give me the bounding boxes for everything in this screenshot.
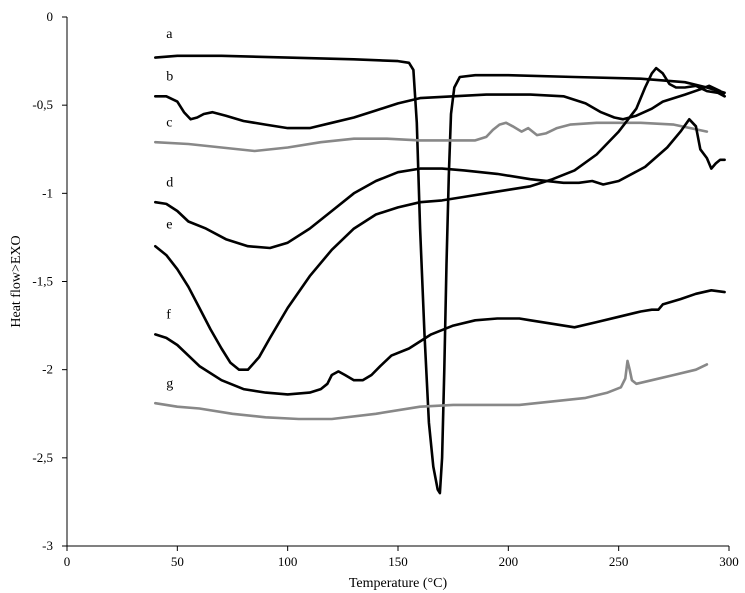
series-label-d: d	[166, 175, 173, 190]
x-tick-label: 200	[499, 554, 519, 569]
y-tick-labels: 0 -0,5 -1 -1,5 -2 -2,5 -3	[32, 9, 67, 553]
x-tick-label: 100	[278, 554, 298, 569]
series-line-f	[154, 288, 726, 396]
series-label-b: b	[166, 69, 173, 84]
series-labels: a b c d e f g	[166, 27, 173, 391]
y-tick-label: -3	[42, 538, 53, 553]
y-tick-label: -2	[42, 362, 53, 377]
x-tick-label: 300	[719, 554, 739, 569]
series-label-f: f	[166, 308, 171, 323]
x-tick-label: 150	[388, 554, 408, 569]
y-tick-label: 0	[47, 9, 54, 24]
series-label-a: a	[166, 27, 173, 42]
series-label-g: g	[166, 376, 173, 391]
y-axis-title: Heat flow>EXO	[9, 235, 24, 327]
x-tick-label: 0	[64, 554, 71, 569]
y-tick-label: -2,5	[32, 450, 53, 465]
y-tick-label: -1	[42, 185, 53, 200]
series-line-c	[154, 121, 709, 153]
y-tick-label: -1,5	[32, 274, 53, 289]
series-line-g	[154, 359, 709, 421]
series-lines	[154, 54, 726, 495]
series-line-d	[154, 118, 726, 250]
y-tick-label: -0,5	[32, 97, 53, 112]
x-axis-title: Temperature (°C)	[349, 576, 448, 591]
series-line-e	[154, 66, 726, 372]
series-label-e: e	[166, 218, 172, 233]
axes: 0 50 100 150 200 250 300 0 -0,5 -1 -1,5 -2 -2,5 -3	[32, 9, 738, 569]
x-tick-labels: 0 50 100 150 200 250 300	[64, 546, 739, 569]
x-tick-label: 250	[609, 554, 629, 569]
x-tick-label: 50	[171, 554, 184, 569]
series-label-c: c	[166, 115, 172, 130]
series-line-a	[154, 54, 726, 495]
series-line-b	[154, 84, 726, 130]
